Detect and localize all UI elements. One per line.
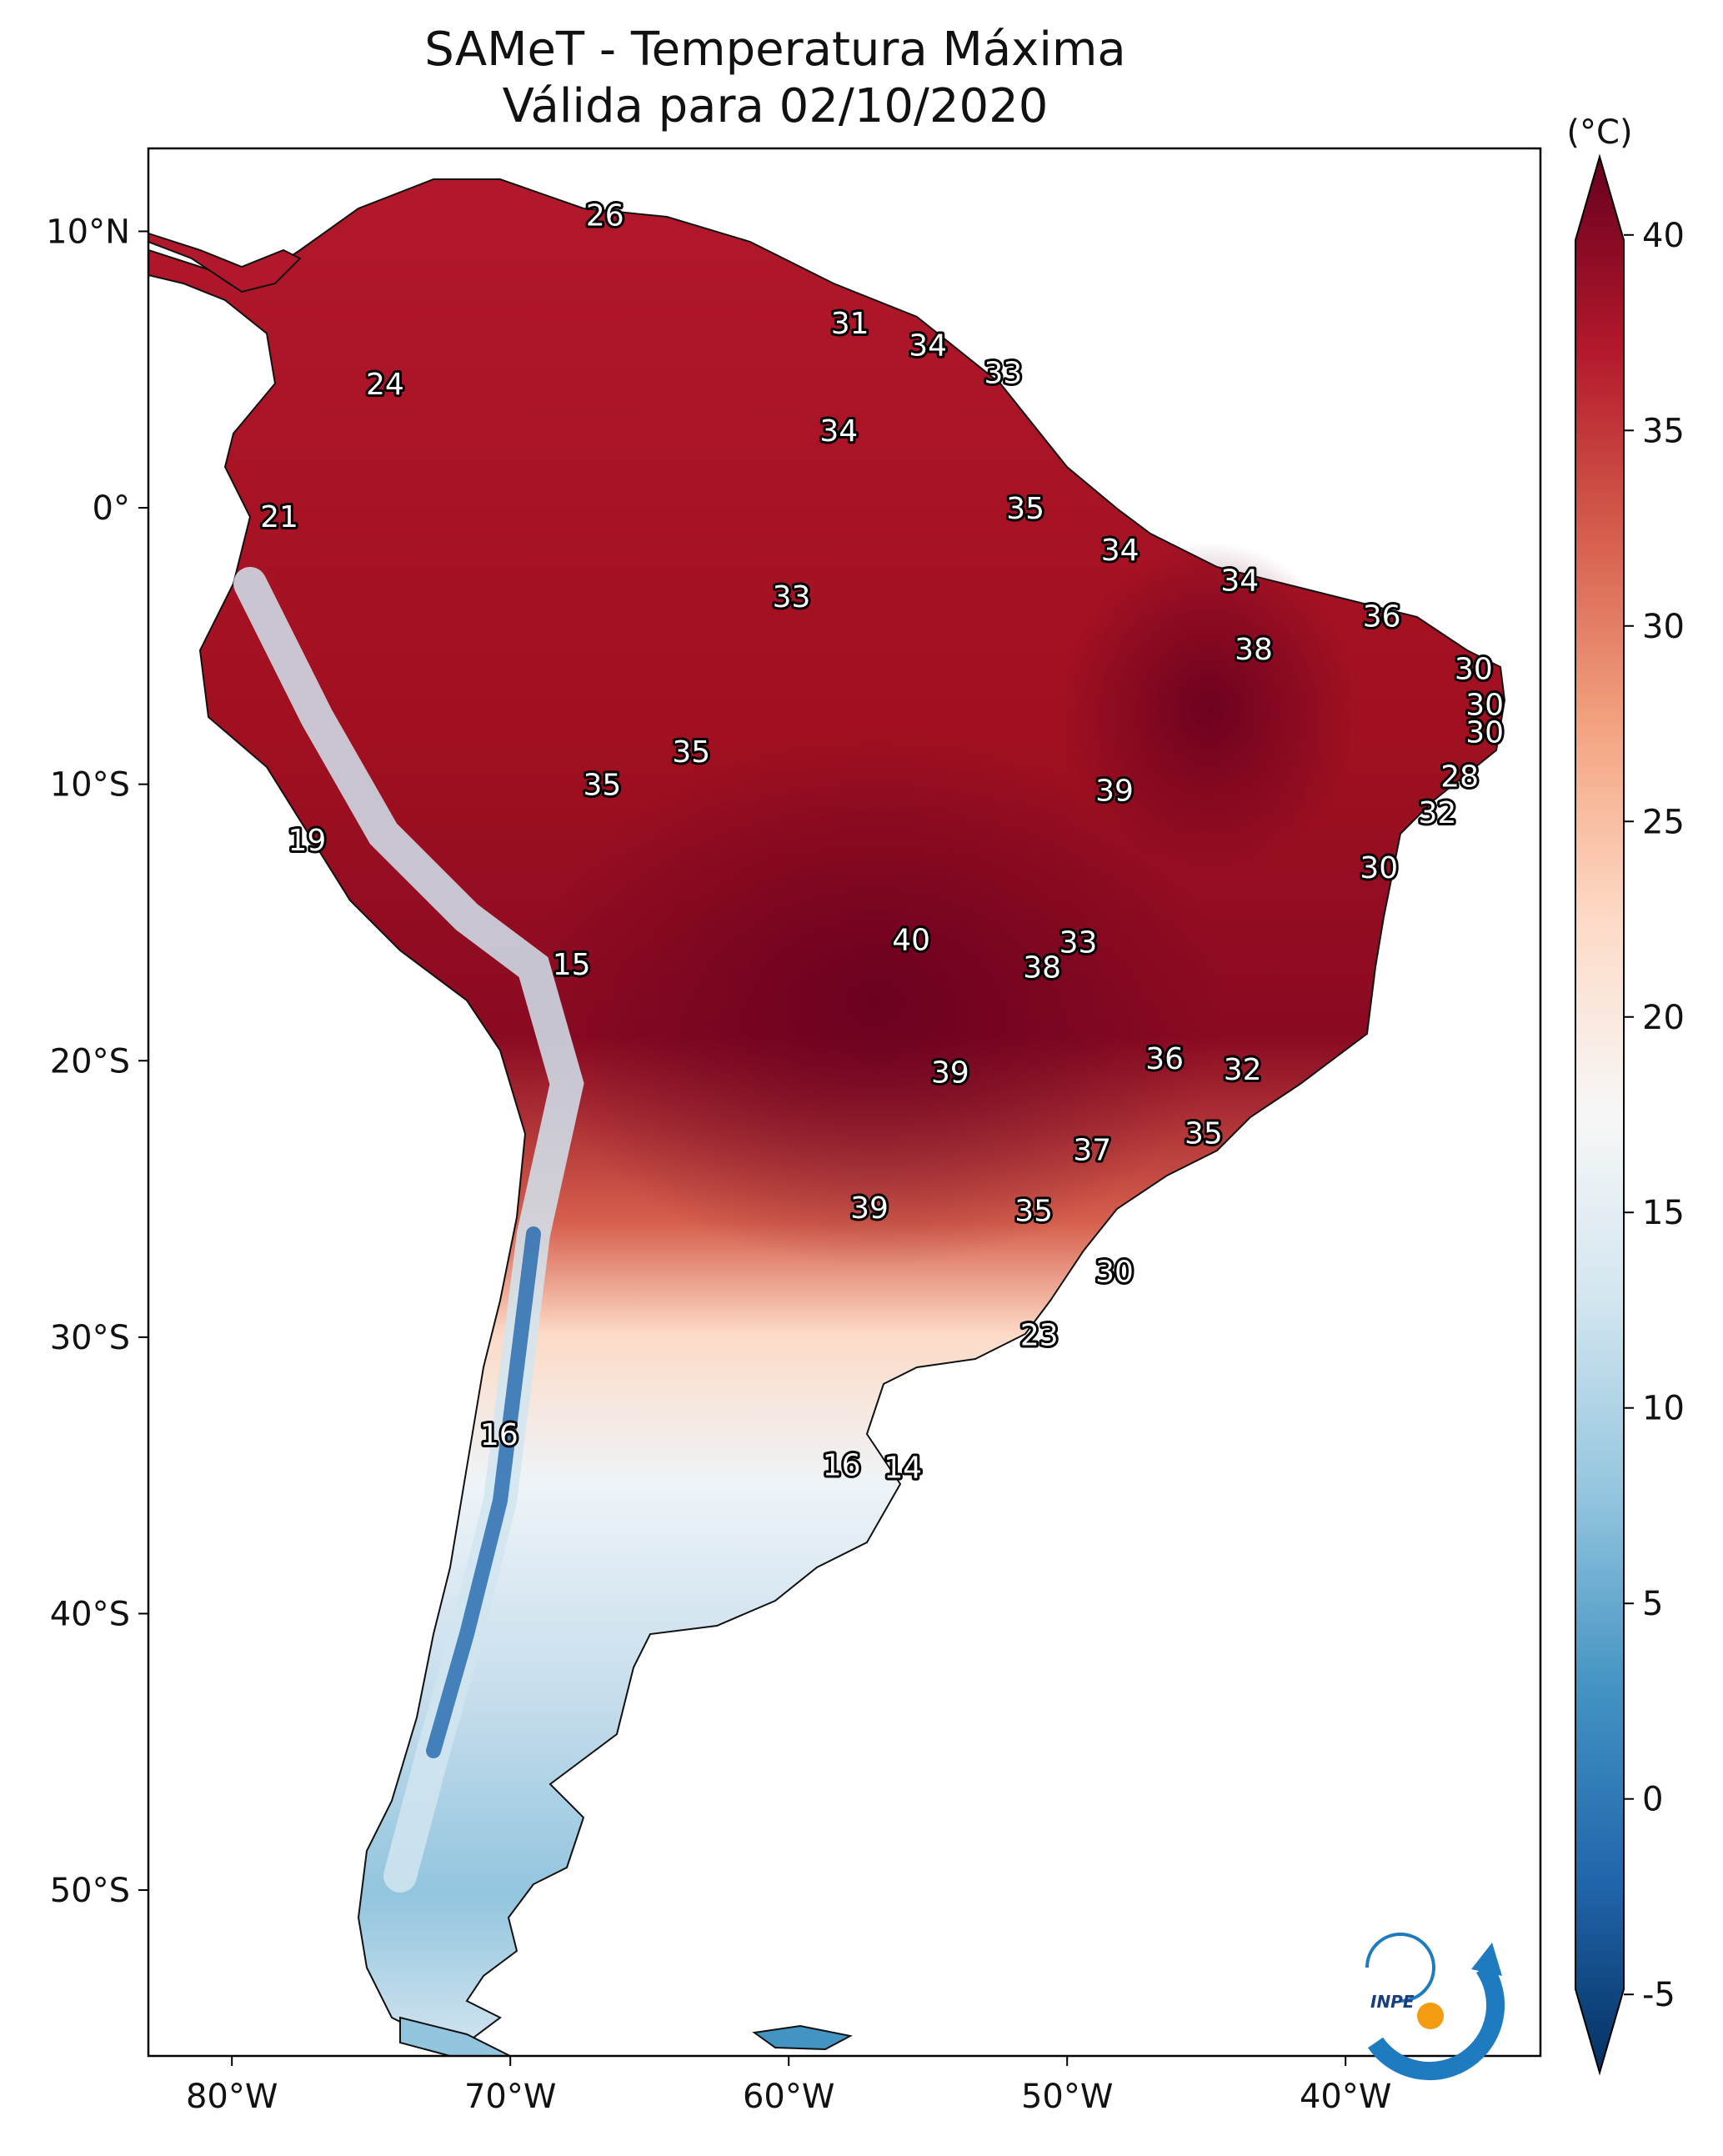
- colorbar-tick-label: -5: [1642, 1976, 1675, 2014]
- colorbar-tick-label: 0: [1642, 1781, 1663, 1819]
- temperature-label: 32: [1224, 1053, 1262, 1087]
- lon-tick-label: 50°W: [1021, 2078, 1113, 2116]
- lon-tick-label: 70°W: [464, 2078, 556, 2116]
- chart-title-line1: SAMeT - Temperatura Máxima: [424, 23, 1126, 77]
- andes-cold-ridge: [426, 1226, 541, 1758]
- temperature-label: 35: [1006, 492, 1044, 526]
- temperature-label: 33: [773, 580, 811, 614]
- colorbar-tick-label: 10: [1642, 1390, 1685, 1428]
- temperature-label: 32: [1419, 796, 1457, 830]
- colorbar-ticks: 40 35 30 25 20 15 10 5 0 -5: [1624, 217, 1685, 2014]
- colorbar-tick-label: 15: [1642, 1194, 1685, 1232]
- temperature-label: 37: [1073, 1133, 1111, 1167]
- falkland-islands: [752, 2024, 853, 2051]
- lon-tick-label: 40°W: [1300, 2078, 1391, 2116]
- temperature-label: 40: [892, 923, 930, 957]
- temperature-label: 38: [1235, 633, 1273, 667]
- logo-text: INPE: [1370, 1992, 1415, 2012]
- temperature-label: 15: [553, 948, 591, 982]
- colorbar-tick-label: 35: [1642, 412, 1685, 450]
- map-frame-border: [147, 147, 1542, 2058]
- temperature-label: 34: [819, 414, 858, 449]
- temperature-label: 24: [366, 368, 404, 402]
- lat-tick-label: 10°N: [46, 213, 130, 251]
- temperature-label: 35: [672, 735, 710, 770]
- colorbar-tick-label: 30: [1642, 608, 1685, 646]
- lon-tick-label: 60°W: [743, 2078, 834, 2116]
- logo-arrow-head: [1471, 1943, 1502, 1976]
- logo-sun: [1417, 2003, 1444, 2029]
- temperature-label: 36: [1363, 599, 1401, 634]
- lat-tick-label: 40°S: [50, 1595, 130, 1633]
- colorbar-body: [1575, 153, 1625, 2076]
- temperature-label: 38: [1023, 951, 1061, 985]
- hot-northeast-area: [1059, 542, 1359, 875]
- temperature-label: 14: [884, 1452, 922, 1486]
- temperature-label: 28: [1440, 760, 1479, 795]
- temperature-label: 33: [984, 357, 1022, 391]
- lat-tick-label: 0°: [93, 489, 130, 528]
- colorbar-tick-label: 5: [1642, 1585, 1663, 1623]
- lon-tick-label: 80°W: [186, 2078, 278, 2116]
- temperature-label: 23: [1020, 1319, 1059, 1353]
- inpe-logo: INPE: [1365, 1933, 1505, 2080]
- temperature-label: 35: [1014, 1194, 1053, 1228]
- temperature-label: 36: [1145, 1042, 1184, 1076]
- tierra-del-fuego: [399, 2016, 513, 2056]
- lat-tick-label: 50°S: [50, 1872, 130, 1910]
- map-layer: [148, 178, 1506, 2056]
- temperature-label: 35: [1185, 1116, 1223, 1151]
- logo-ring: [1365, 1933, 1435, 2003]
- temperature-label: 30: [1455, 652, 1493, 686]
- colorbar: (°C) 40 35 30 25 20 15 10 5 0 -5: [1566, 113, 1685, 2076]
- temperature-label: 34: [909, 328, 947, 363]
- temperature-label: 31: [831, 307, 869, 341]
- colorbar-tick-label: 25: [1642, 803, 1685, 841]
- central-america: [148, 232, 302, 293]
- temperature-label: 39: [1095, 774, 1134, 808]
- temperature-label: 30: [1465, 689, 1504, 723]
- temperature-label: 34: [1101, 534, 1139, 568]
- lat-tick-label: 10°S: [50, 766, 130, 805]
- temperature-label: 26: [586, 199, 624, 233]
- temperature-label: 34: [1220, 564, 1259, 598]
- colorbar-unit: (°C): [1566, 113, 1632, 152]
- lat-tick-label: 30°S: [50, 1319, 130, 1357]
- temperature-label: 39: [931, 1056, 969, 1091]
- colorbar-tick-label: 40: [1642, 217, 1685, 255]
- axis-ticks: 80°W 70°W 60°W 50°W 40°W 10°N 0° 10°S 20°S 30°S 40…: [46, 213, 1391, 2116]
- hot-core-area: [525, 734, 1225, 1267]
- temperature-label: 30: [1465, 716, 1504, 750]
- temperature-label: 19: [288, 824, 326, 858]
- logo-arc: [1367, 1962, 1505, 2080]
- temperature-label: 21: [260, 500, 298, 534]
- temperature-label: 35: [584, 769, 622, 803]
- temperature-label: 16: [480, 1418, 518, 1452]
- lat-tick-label: 20°S: [50, 1042, 130, 1081]
- temperature-label: 30: [1360, 851, 1398, 885]
- chart-title-line2: Válida para 02/10/2020: [502, 79, 1049, 133]
- temperature-label: 30: [1095, 1255, 1134, 1289]
- temperature-label: 33: [1059, 926, 1098, 960]
- temperature-label: 39: [850, 1191, 889, 1226]
- temperature-label: 16: [823, 1448, 861, 1482]
- colorbar-tick-label: 20: [1642, 999, 1685, 1037]
